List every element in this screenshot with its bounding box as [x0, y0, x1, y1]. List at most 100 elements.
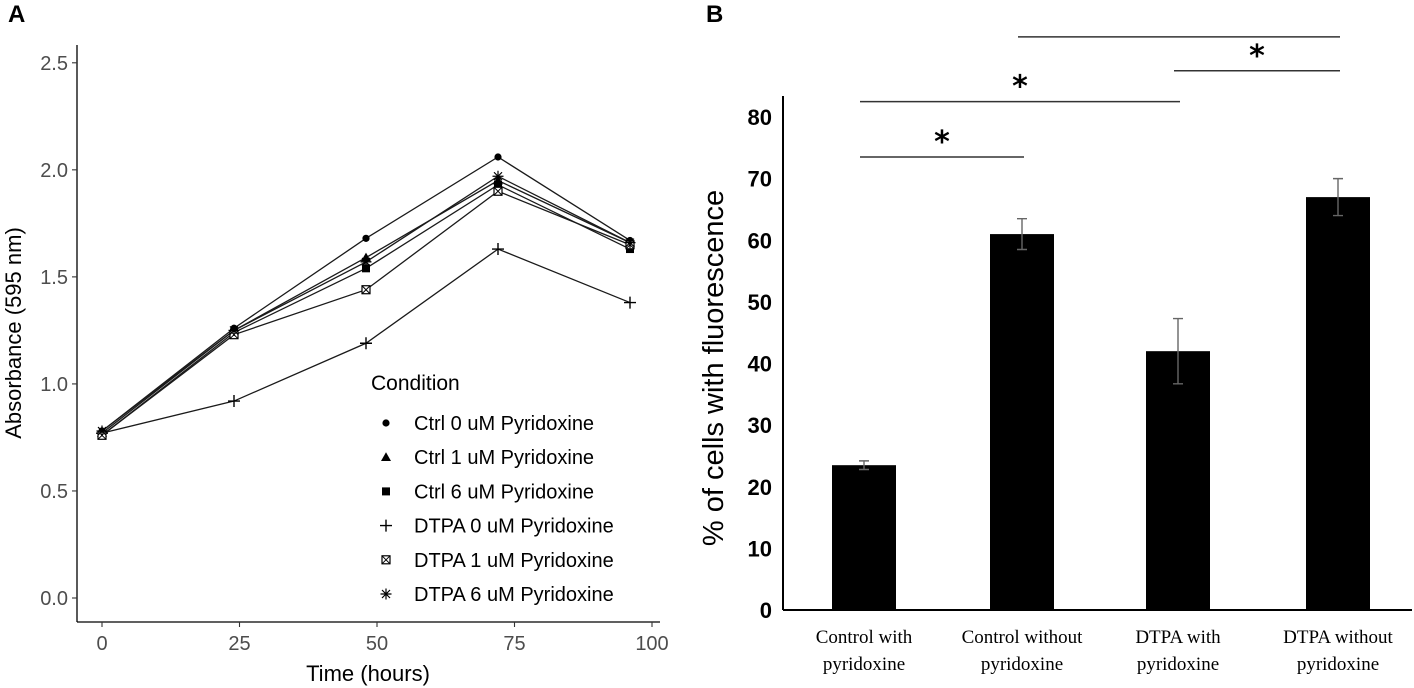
- legend-label-2: Ctrl 1 uM Pyridoxine: [414, 447, 594, 469]
- series-6-point: [624, 237, 636, 249]
- series-6-point-shape: [96, 425, 108, 437]
- legend-key-4: [380, 519, 392, 532]
- legend-label-4: DTPA 0 uM Pyridoxine: [414, 516, 614, 538]
- series-6-point: [360, 256, 372, 268]
- panel-a-y-tick-label: 1.0: [40, 374, 68, 396]
- category-label-line1: DTPA with: [1135, 627, 1221, 648]
- panel-b-y-tick-label: 70: [748, 167, 772, 192]
- panel-a: A 0.0 0.5 1.0 1.5 2.0 2.5 0 25 50 75 100 Time (hou…: [1, 1, 669, 686]
- significance-star-1: *: [934, 125, 950, 160]
- panel-b-y-tick-label: 10: [748, 536, 772, 561]
- significance-star-3: *: [1249, 39, 1265, 74]
- bar-3: [1146, 351, 1210, 610]
- panel-a-y-tick-label: 2.5: [40, 53, 68, 75]
- panel-a-y-tick-label: 2.0: [40, 160, 68, 182]
- panel-b: B 0 10 20 30 40 50 60 70 80 Control with pyridoxi…: [698, 1, 1412, 675]
- series-4-point-shape: [360, 337, 372, 350]
- panel-b-bars: Control with pyridoxine Control without pyr…: [816, 177, 1394, 675]
- panel-a-y-tick-label: 0.0: [40, 588, 68, 610]
- series-6-point-shape: [360, 256, 372, 268]
- panel-a-legend: Condition Ctrl 0 uM Pyridoxine Ctrl 1 uM …: [371, 372, 614, 606]
- panel-a-x-tick-label: 0: [96, 633, 107, 655]
- legend-key-2-shape: [381, 452, 391, 461]
- error-bar-2: [1017, 217, 1027, 251]
- panel-b-y-tick-label: 80: [748, 105, 772, 130]
- panel-b-y-tick-label: 50: [748, 290, 772, 315]
- panel-b-y-tick-label: 20: [748, 475, 772, 500]
- series-6-point-shape: [624, 237, 636, 249]
- panel-a-axes: 0.0 0.5 1.0 1.5 2.0 2.5 0 25 50 75 100: [40, 45, 669, 655]
- legend-key-1: [382, 419, 390, 427]
- panel-b-significance: * * *: [860, 36, 1340, 160]
- series-3-point-shape: [494, 180, 502, 189]
- category-label-line2: pyridoxine: [981, 654, 1063, 675]
- series-6-point-shape: [492, 170, 504, 182]
- series-4-point-shape: [624, 296, 636, 309]
- series-1-point-shape: [494, 153, 502, 161]
- panel-b-y-tick-label: 40: [748, 352, 772, 377]
- panel-b-y-axis-title: % of cells with fluorescence: [698, 190, 730, 546]
- series-3-point: [494, 180, 502, 189]
- error-bar-4: [1333, 177, 1343, 217]
- series-6-point-shape: [228, 324, 240, 336]
- error-bar-1: [859, 460, 869, 471]
- category-label-line2: pyridoxine: [1137, 654, 1219, 675]
- panel-a-letter: A: [8, 1, 25, 28]
- series-line-3: [101, 184, 631, 436]
- legend-key-5-cross: [381, 555, 391, 565]
- series-4-point: [360, 337, 372, 350]
- series-6-point: [96, 425, 108, 437]
- legend-key-3: [382, 487, 390, 496]
- legend-key-6: [380, 588, 392, 600]
- legend-title: Condition: [371, 372, 460, 395]
- series-line-6: [101, 175, 631, 432]
- panel-a-x-tick-label: 50: [366, 633, 388, 655]
- panel-a-series-points: [96, 153, 636, 440]
- legend-key-2: [381, 452, 391, 461]
- category-label-line1: Control without: [962, 627, 1084, 648]
- series-6-point: [492, 170, 504, 182]
- series-1-point: [362, 234, 370, 242]
- series-4-point: [624, 296, 636, 309]
- category-label-line2: pyridoxine: [823, 654, 905, 675]
- series-1-point-shape: [362, 234, 370, 242]
- series-1-point: [494, 153, 502, 161]
- bar-2: [990, 234, 1054, 610]
- significance-star-2: *: [1012, 70, 1028, 105]
- panel-a-x-tick-label: 100: [635, 633, 668, 655]
- bar-1: [832, 465, 896, 610]
- series-line-5: [101, 190, 631, 436]
- panel-b-y-tick-label: 0: [760, 598, 772, 623]
- legend-label-1: Ctrl 0 uM Pyridoxine: [414, 413, 594, 435]
- series-5-point-cross: [493, 186, 503, 196]
- panel-b-letter: B: [706, 1, 723, 28]
- series-4-point-shape: [492, 243, 504, 256]
- panel-b-y-tick-label: 30: [748, 413, 772, 438]
- series-4-point-shape: [228, 395, 240, 408]
- series-4-point: [492, 243, 504, 256]
- panel-a-y-tick-label: 1.5: [40, 267, 68, 289]
- error-bar-3: [1173, 317, 1183, 385]
- category-label-line1: Control with: [816, 627, 913, 648]
- panel-a-y-tick-label: 0.5: [40, 481, 68, 503]
- panel-b-y-tick-label: 60: [748, 228, 772, 253]
- legend-key-1-shape: [382, 419, 390, 427]
- category-label-line1: DTPA without: [1283, 627, 1393, 648]
- panel-a-series-lines: [101, 156, 631, 436]
- series-3-point: [362, 264, 370, 273]
- series-5-point: [361, 285, 371, 295]
- legend-key-5: [381, 555, 391, 565]
- panel-a-x-axis-title: Time (hours): [306, 661, 430, 686]
- legend-key-3-shape: [382, 487, 390, 496]
- panel-a-x-tick-label: 75: [503, 633, 525, 655]
- legend-label-3: Ctrl 6 uM Pyridoxine: [414, 481, 594, 503]
- series-6-point: [228, 324, 240, 336]
- panel-a-x-tick-label: 25: [228, 633, 250, 655]
- series-5-point-cross: [361, 285, 371, 295]
- series-4-point: [228, 395, 240, 408]
- legend-label-5: DTPA 1 uM Pyridoxine: [414, 550, 614, 572]
- series-line-2: [101, 179, 631, 434]
- series-5-point: [493, 186, 503, 196]
- bar-4: [1306, 197, 1370, 611]
